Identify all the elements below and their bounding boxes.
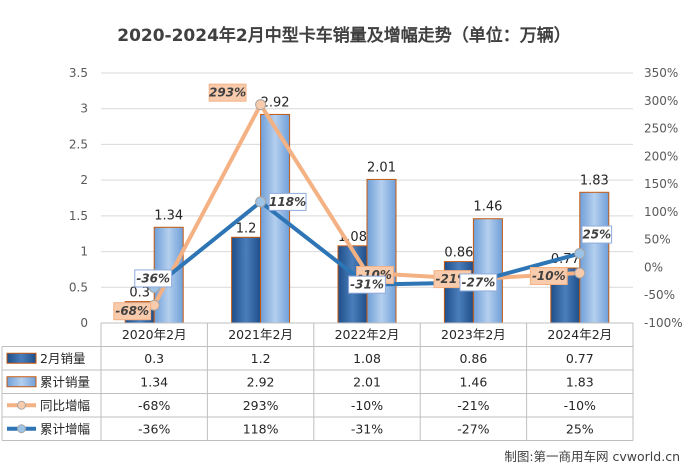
yoy-growth-point (255, 99, 267, 111)
table-cell: 25% (566, 421, 594, 436)
table-cell: -10% (564, 398, 596, 413)
percent-label-box (581, 225, 613, 244)
cumulative-sales-label: 1.83 (580, 173, 609, 188)
bar-cumulative-sales (472, 218, 503, 324)
bar-monthly-sales (231, 236, 262, 324)
y-left-tick-label: 1 (80, 245, 88, 259)
bar-cumulative-sales (366, 178, 397, 324)
table-cell: -31% (351, 421, 383, 436)
y-left-tick-label: 1.5 (69, 209, 88, 223)
table-cell: 1.34 (140, 374, 168, 389)
cumulative-sales-label: 2.01 (367, 160, 396, 175)
table-cell: 0.3 (144, 351, 164, 366)
table-cell: 1.08 (353, 351, 381, 366)
yoy-growth-label: -10% (532, 269, 566, 283)
percent-label-box (268, 192, 307, 211)
y-right-tick-label: 100% (644, 205, 678, 219)
yoy-growth-label: -68% (115, 304, 149, 318)
x-category-label: 2021年2月 (228, 327, 293, 342)
y-right-tick-label: 150% (644, 177, 678, 191)
y-left-tick-label: 3 (80, 102, 88, 116)
cumulative-growth-point (574, 248, 586, 260)
y-left-tick-label: 2 (80, 173, 88, 187)
table-cell: 0.86 (459, 351, 487, 366)
legend-label: 累计增幅 (40, 421, 90, 436)
y-right-tick-label: 50% (644, 233, 671, 247)
cumulative-growth-label: -36% (136, 271, 170, 285)
cumulative-sales-label: 2.92 (261, 95, 290, 110)
table-cell: 118% (243, 421, 279, 436)
cumulative-growth-label: 118% (269, 195, 306, 209)
legend-key-bar (6, 352, 37, 364)
percent-label-box (459, 273, 498, 292)
yoy-growth-label: 293% (209, 86, 246, 100)
y-right-tick-label: 0% (644, 260, 663, 274)
monthly-sales-label: 1.2 (236, 221, 257, 236)
x-category-label: 2023年2月 (441, 327, 506, 342)
table-cell: 293% (243, 398, 279, 413)
table-cell: -10% (351, 398, 383, 413)
y-right-tick-label: -100% (644, 316, 683, 330)
cumulative-sales-label: 1.46 (473, 200, 502, 215)
table-cell: -21% (457, 398, 489, 413)
chart-title: 2020-2024年2月中型卡车销量及增幅走势（单位：万辆） (117, 25, 571, 46)
legend-label: 2月销量 (40, 351, 85, 366)
cumulative-growth-label: -31% (350, 278, 384, 292)
x-category-label: 2022年2月 (335, 327, 400, 342)
percent-label-box (348, 275, 386, 294)
monthly-sales-label: 0.3 (129, 286, 150, 301)
legend-key-marker (17, 400, 26, 410)
percent-label-box (113, 302, 152, 321)
table-cell: 0.77 (566, 351, 594, 366)
table-cell: 1.46 (459, 374, 487, 389)
source-credit: 制图:第一商用车网 cvworld.cn (504, 449, 680, 464)
cumulative-growth-label: -27% (462, 275, 496, 289)
y-left-tick-label: 3.5 (69, 66, 88, 80)
cumulative-growth-label: 25% (582, 228, 611, 242)
table-cell: -27% (457, 421, 489, 436)
y-right-tick-label: 350% (644, 66, 678, 80)
table-cell: -36% (138, 421, 170, 436)
y-right-tick-label: 250% (644, 122, 678, 136)
percent-label-box (134, 269, 173, 288)
cumulative-growth-point (255, 196, 267, 208)
table-cell: -68% (138, 398, 170, 413)
monthly-sales-label: 0.86 (444, 246, 473, 261)
legend-key-bar (6, 376, 37, 388)
percent-label-box (208, 83, 247, 102)
bar-cumulative-sales (579, 191, 610, 324)
cumulative-sales-label: 1.34 (154, 208, 183, 223)
data-table: 2020年2月 2021年2月 2022年2月 2023年2月 2024年2月 2月销量 0… (1, 322, 634, 441)
y-left-tick-label: 2.5 (69, 137, 88, 151)
legend-label: 同比增幅 (40, 398, 90, 413)
y-right-tick-label: 300% (644, 94, 678, 108)
yoy-growth-point (574, 267, 586, 279)
table-cell: 1.83 (566, 374, 594, 389)
table-cell: 2.01 (353, 374, 381, 389)
y-left-tick-label: 0 (80, 316, 88, 330)
y-left-tick-label: 0.5 (69, 280, 88, 294)
bar-cumulative-sales (260, 113, 291, 324)
y-right-tick-label: -50% (644, 288, 675, 302)
legend-key-marker (17, 424, 26, 434)
table-cell: 2.92 (247, 374, 275, 389)
x-category-label: 2024年2月 (547, 327, 612, 342)
y-right-tick-label: 200% (644, 149, 678, 163)
plot-area: 0 0.5 1 1.5 2 2.5 3 3.5 -100% -50% 0% 50% 100% 150% 20… (69, 66, 683, 330)
table-cell: 1.2 (251, 351, 271, 366)
percent-label-box (529, 267, 568, 285)
x-category-label: 2020年2月 (122, 327, 187, 342)
legend-label: 累计销量 (40, 374, 90, 389)
